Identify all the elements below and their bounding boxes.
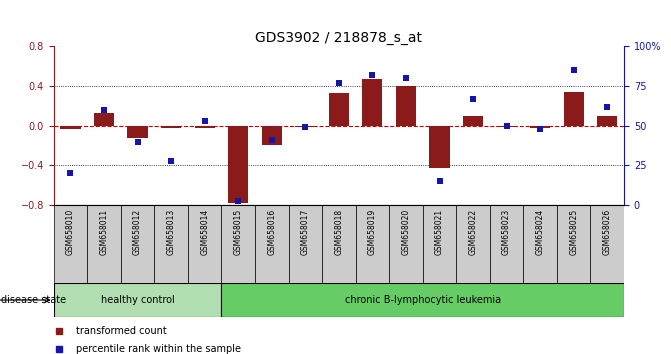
Point [602,104,613,109]
Point [132,139,143,144]
Bar [54,205,87,283]
Point [535,126,546,132]
Bar [356,205,389,283]
Bar [221,205,255,283]
Bar [221,283,624,317]
Text: GSM658026: GSM658026 [603,209,612,256]
Text: GSM658013: GSM658013 [166,209,176,256]
Bar [195,126,215,128]
Bar [289,205,322,283]
Bar [228,126,248,203]
Point [199,118,210,124]
Bar [329,93,349,126]
Bar [389,205,423,283]
Text: GSM658015: GSM658015 [234,209,243,256]
Text: GSM658017: GSM658017 [301,209,310,256]
Bar [497,126,517,127]
Point [99,107,109,113]
Point [367,72,378,78]
Text: GSM658016: GSM658016 [267,209,276,256]
Text: transformed count: transformed count [76,326,167,336]
Point [266,137,277,143]
Text: GSM658021: GSM658021 [435,209,444,255]
Bar [557,205,590,283]
Text: chronic B-lymphocytic leukemia: chronic B-lymphocytic leukemia [345,295,501,305]
Point [468,96,478,101]
Bar [530,126,550,128]
Bar [564,92,584,126]
Bar [590,205,624,283]
Point [501,123,512,129]
Bar [597,116,617,126]
Bar [87,205,121,283]
Bar [54,283,221,317]
Point [333,80,344,85]
Text: GSM658022: GSM658022 [468,209,478,255]
Text: disease state: disease state [1,295,66,305]
Text: GSM658014: GSM658014 [200,209,209,256]
Bar [362,79,382,126]
Point [300,124,311,130]
Bar [154,205,188,283]
Title: GDS3902 / 218878_s_at: GDS3902 / 218878_s_at [256,31,422,45]
Bar [429,126,450,169]
Bar [295,126,315,127]
Bar [490,205,523,283]
Bar [423,205,456,283]
Text: GSM658011: GSM658011 [99,209,109,255]
Bar [523,205,557,283]
Bar [127,126,148,138]
Bar [121,205,154,283]
Point [568,67,579,73]
Text: GSM658025: GSM658025 [569,209,578,256]
Bar [322,205,356,283]
Point [166,158,176,164]
Point [65,171,76,176]
Bar [188,205,221,283]
Text: GSM658012: GSM658012 [133,209,142,255]
Bar [262,126,282,144]
Bar [463,116,483,126]
Text: GSM658023: GSM658023 [502,209,511,256]
Bar [161,126,181,128]
Bar [396,86,416,126]
Bar [60,126,81,129]
Text: GSM658020: GSM658020 [401,209,411,256]
Text: GSM658010: GSM658010 [66,209,75,256]
Text: GSM658019: GSM658019 [368,209,377,256]
Text: GSM658018: GSM658018 [334,209,344,255]
Bar [94,113,114,126]
Text: GSM658024: GSM658024 [535,209,545,256]
Text: healthy control: healthy control [101,295,174,305]
Point [233,198,244,203]
Bar [456,205,490,283]
Point [434,178,445,184]
Point [401,75,411,81]
Bar [255,205,289,283]
Text: percentile rank within the sample: percentile rank within the sample [76,344,242,354]
